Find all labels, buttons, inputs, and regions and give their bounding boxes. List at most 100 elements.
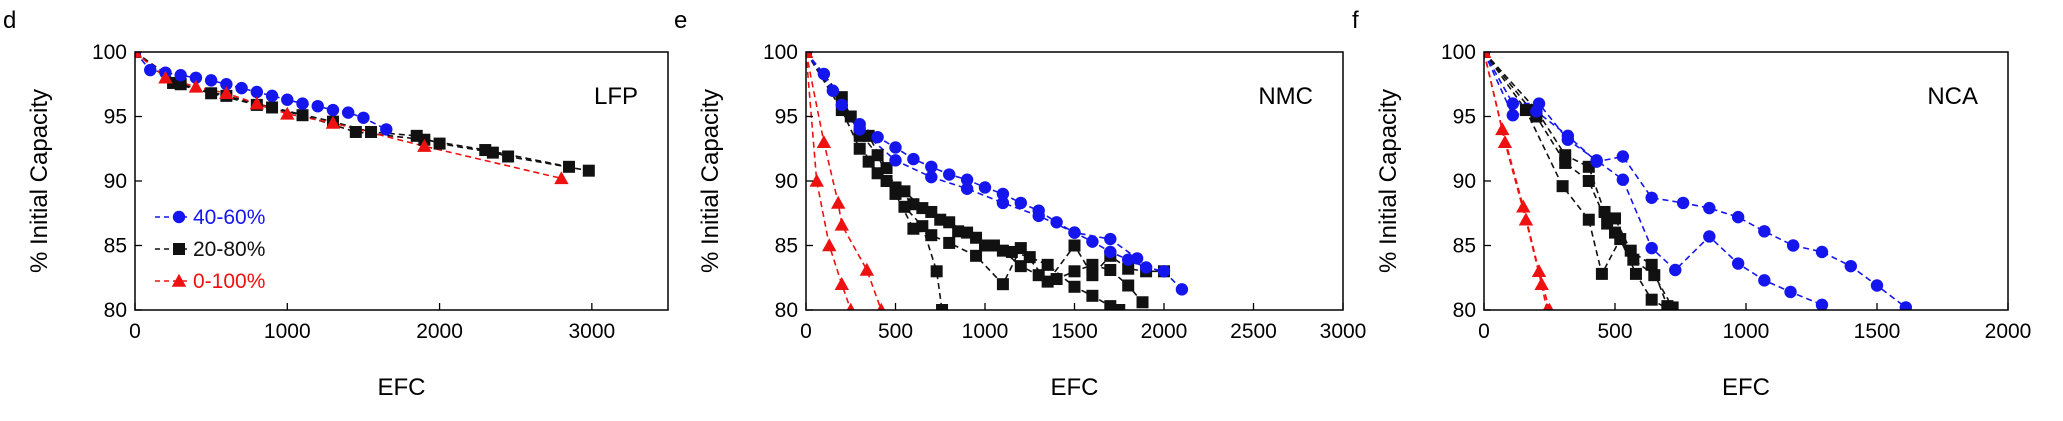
data-point xyxy=(1014,196,1027,210)
data-point xyxy=(853,142,866,155)
data-point xyxy=(936,304,949,310)
y-tick-label: 100 xyxy=(763,41,798,64)
x-tick-label: 2500 xyxy=(1230,320,1277,343)
data-point xyxy=(943,216,956,229)
data-point xyxy=(296,97,309,110)
data-point xyxy=(410,129,423,142)
x-tick-label: 500 xyxy=(1597,320,1632,343)
data-point xyxy=(342,106,355,119)
data-point xyxy=(898,200,911,213)
data-point xyxy=(835,98,848,112)
y-tick-label: 80 xyxy=(775,299,798,322)
data-point xyxy=(822,238,837,252)
series-line xyxy=(1484,52,1907,309)
y-tick-label: 90 xyxy=(775,170,798,193)
data-point xyxy=(996,187,1010,201)
data-point xyxy=(925,205,938,218)
data-point xyxy=(970,249,983,262)
data-point xyxy=(417,138,432,152)
x-tick-label: 2000 xyxy=(1985,320,2032,343)
data-point xyxy=(204,74,218,87)
x-tick-label: 2000 xyxy=(1141,320,1188,343)
y-tick-label: 80 xyxy=(104,299,127,322)
data-point xyxy=(1484,52,1492,58)
data-point xyxy=(1531,264,1547,278)
data-point xyxy=(265,89,279,103)
data-point xyxy=(1506,97,1520,110)
data-point xyxy=(220,78,233,91)
series-line xyxy=(806,52,1183,290)
y-axis-label: % Initial Capacity xyxy=(1375,89,1402,273)
data-point xyxy=(326,103,340,117)
data-point xyxy=(135,52,143,58)
data-point xyxy=(877,302,886,310)
data-point xyxy=(853,123,866,136)
data-point xyxy=(1532,97,1546,110)
data-point xyxy=(1731,257,1745,270)
data-point xyxy=(1758,274,1771,287)
data-point xyxy=(1616,173,1630,186)
data-point xyxy=(996,244,1009,257)
panel-letter: f xyxy=(1352,7,1359,34)
series-line xyxy=(806,52,943,310)
data-point xyxy=(1139,261,1153,274)
x-tick-label: 3000 xyxy=(568,320,615,343)
data-point xyxy=(907,152,920,166)
data-point xyxy=(960,182,974,195)
data-point xyxy=(1648,269,1661,282)
data-point xyxy=(1534,277,1549,290)
data-point xyxy=(859,262,875,276)
x-tick-label: 500 xyxy=(878,320,913,343)
data-point xyxy=(889,154,902,167)
series-line xyxy=(135,52,589,172)
data-point xyxy=(1086,258,1099,271)
data-point xyxy=(1104,232,1117,246)
data-point xyxy=(325,115,341,129)
data-point xyxy=(380,123,393,136)
data-point xyxy=(235,81,248,95)
panel-d: d 0 1000 2000 3000 80 85 90 95 100 EFC % Initial Ca… xyxy=(3,7,669,401)
data-point xyxy=(1175,283,1189,296)
data-point xyxy=(1495,122,1510,136)
data-point xyxy=(189,71,203,85)
x-tick-label: 0 xyxy=(800,320,812,343)
data-point xyxy=(1068,280,1081,293)
data-point xyxy=(907,222,920,235)
data-point xyxy=(582,164,595,177)
data-point xyxy=(1614,233,1627,246)
y-tick-label: 85 xyxy=(104,235,127,258)
data-point xyxy=(1786,239,1800,252)
data-point xyxy=(925,229,938,242)
data-point xyxy=(1068,239,1081,252)
data-point xyxy=(296,109,309,122)
data-point xyxy=(844,110,857,123)
y-tick-label: 85 xyxy=(1453,235,1476,258)
y-tick-label: 80 xyxy=(1453,299,1476,322)
data-point xyxy=(943,168,956,181)
data-point xyxy=(1068,265,1081,278)
data-point xyxy=(1518,212,1534,226)
data-point xyxy=(1784,285,1797,299)
data-point xyxy=(1122,262,1135,275)
data-point xyxy=(834,217,849,231)
legend-marker xyxy=(173,243,185,255)
data-point xyxy=(1023,251,1036,264)
data-point xyxy=(1041,275,1054,288)
data-point xyxy=(806,52,814,58)
x-axis-label: EFC xyxy=(378,374,426,401)
x-tick-label: 1000 xyxy=(962,320,1009,343)
data-point xyxy=(1627,253,1640,266)
legend: 40-60% 20-80% 0-100% xyxy=(155,206,265,293)
y-axis-label: % Initial Capacity xyxy=(697,89,724,273)
data-point xyxy=(1014,260,1027,273)
series-line xyxy=(806,52,882,310)
data-point xyxy=(846,302,855,310)
x-tick-label: 1000 xyxy=(264,320,311,343)
data-point xyxy=(930,265,943,278)
data-point xyxy=(249,96,265,110)
data-point xyxy=(158,70,173,84)
data-point xyxy=(1050,216,1063,229)
x-tick-label: 1500 xyxy=(1854,320,1901,343)
data-point xyxy=(1014,242,1027,255)
